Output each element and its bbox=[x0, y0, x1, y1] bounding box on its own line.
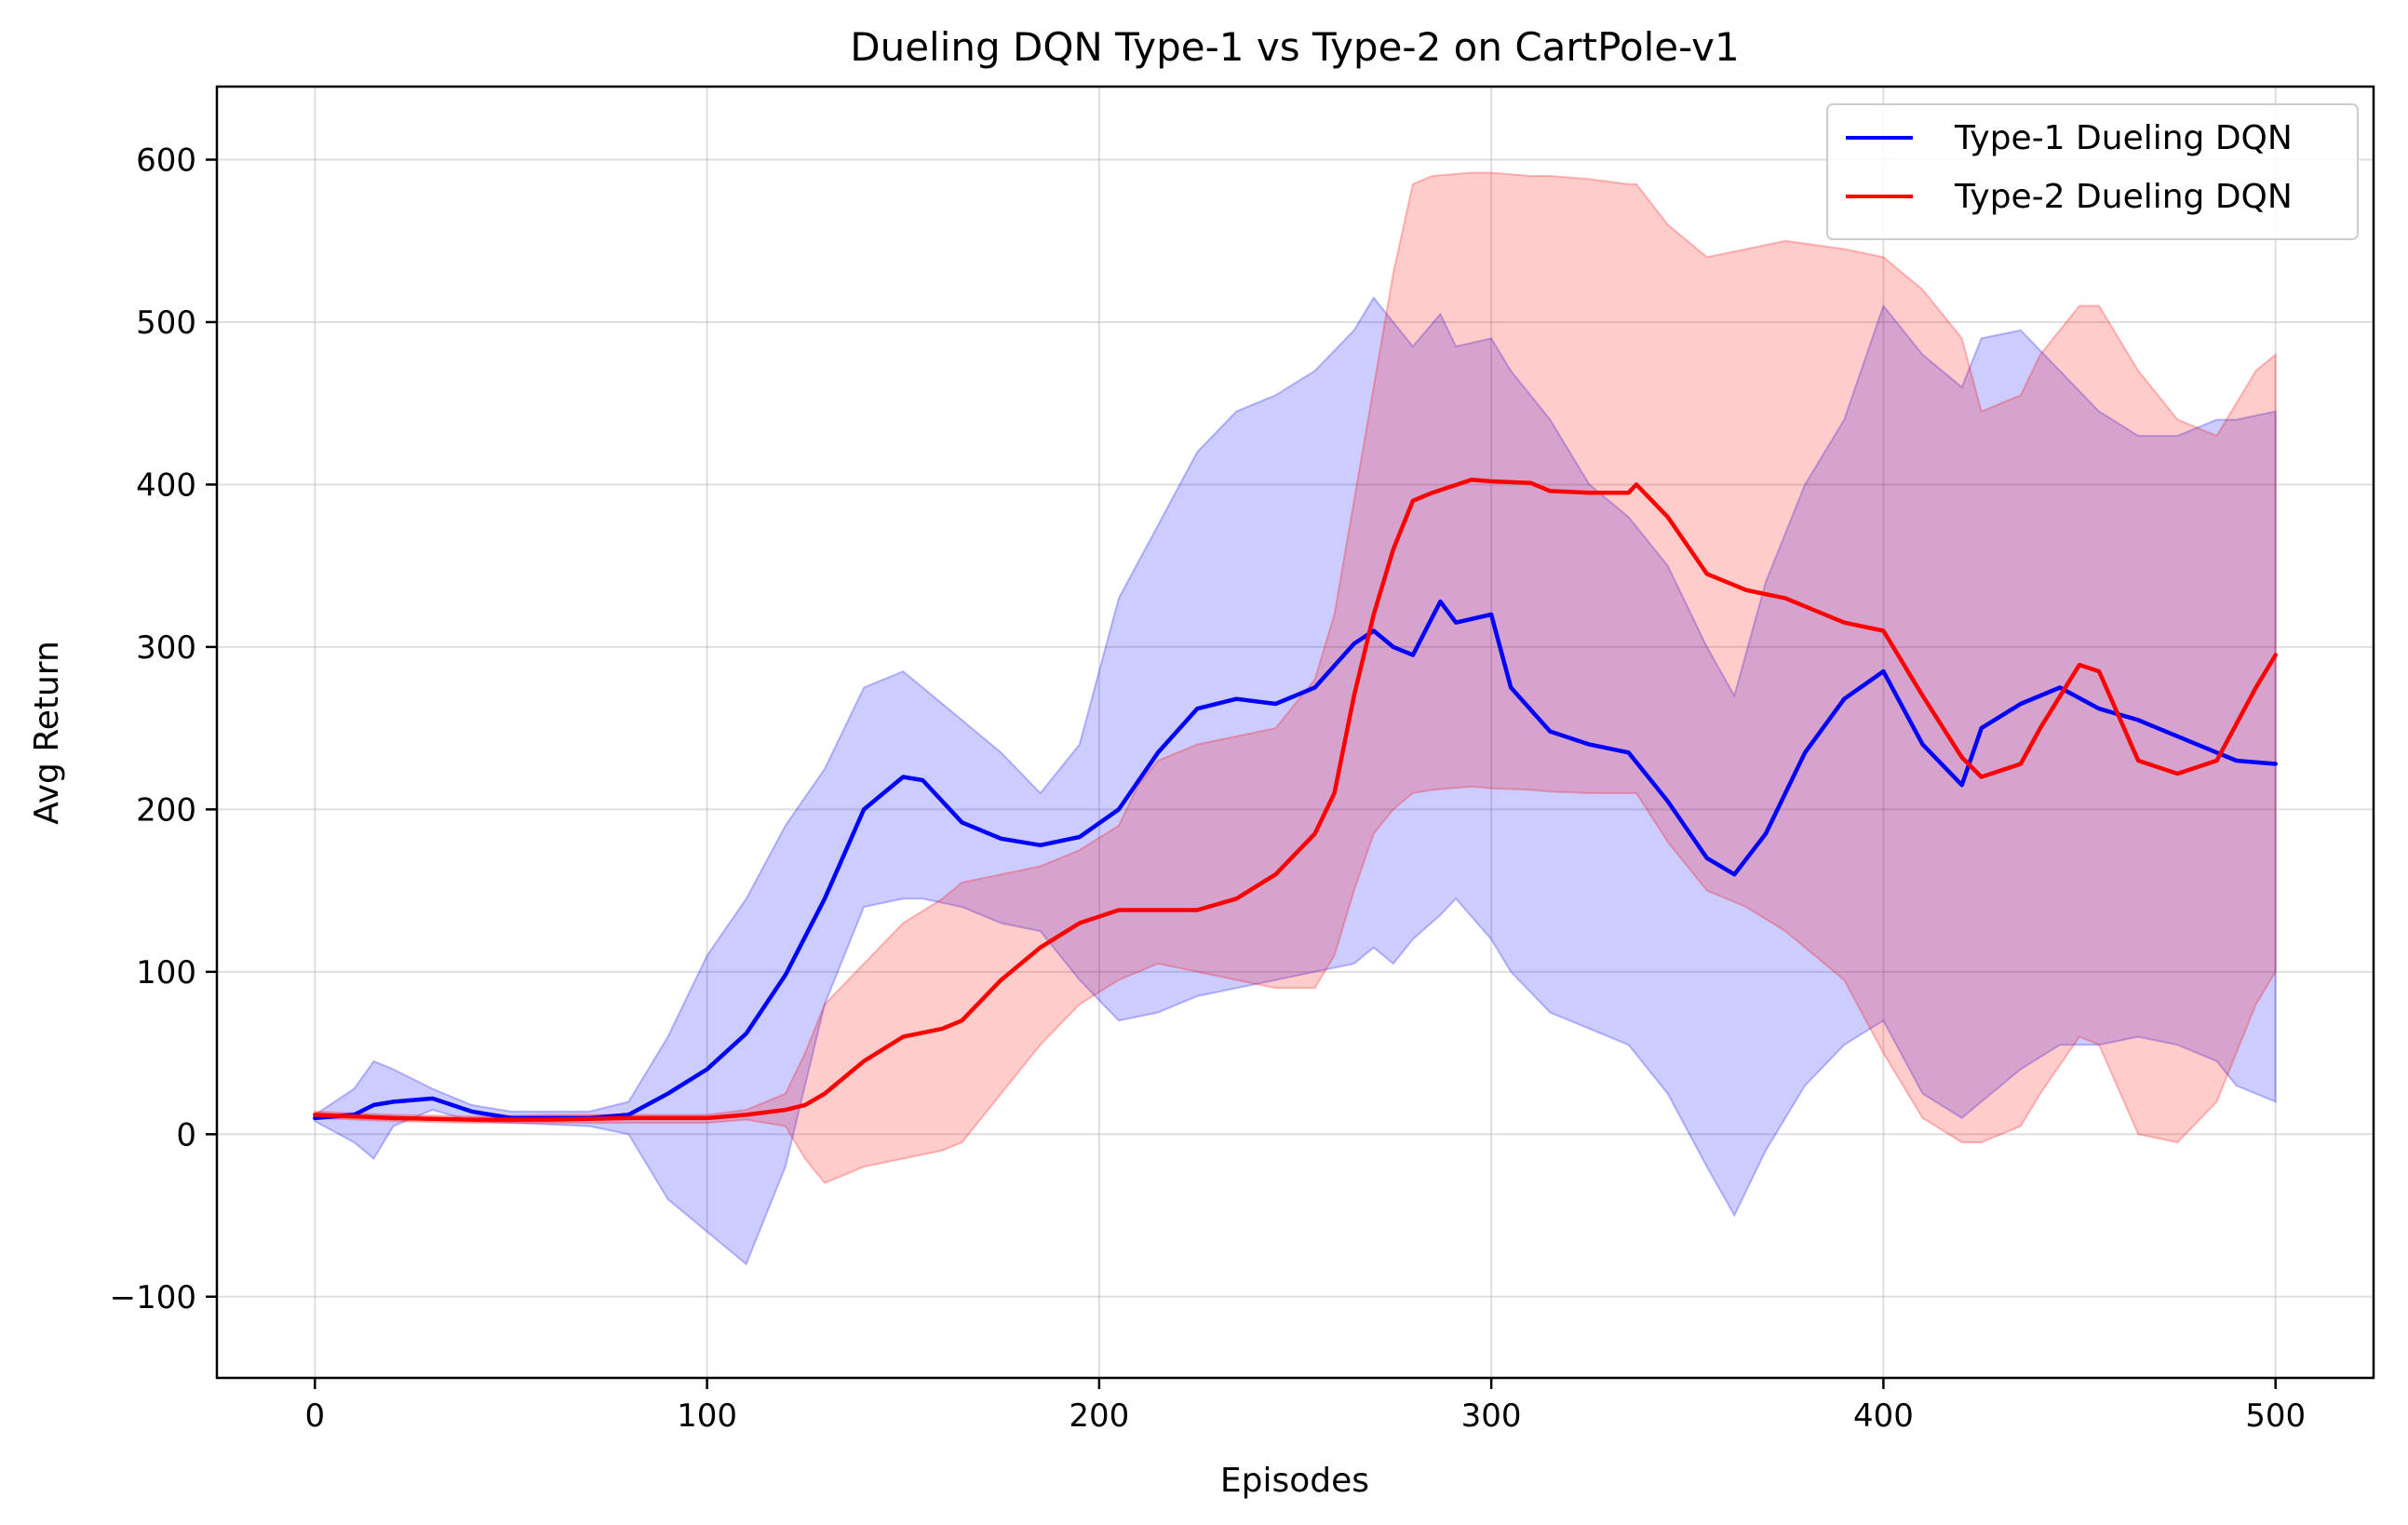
y-tick-label: 300 bbox=[136, 629, 196, 667]
x-tick-label: 100 bbox=[677, 1397, 737, 1435]
plot-frame bbox=[215, 85, 2375, 1380]
y-tick-label: 600 bbox=[136, 142, 196, 180]
x-tick-label: 300 bbox=[1461, 1397, 1522, 1435]
y-tick-label: −100 bbox=[110, 1279, 196, 1316]
y-tick-label: 100 bbox=[136, 954, 196, 992]
legend-label-type-2: Type-2 Dueling DQN bbox=[1954, 178, 2293, 216]
line-series-2 bbox=[313, 477, 2278, 1122]
chart-title: Dueling DQN Type-1 vs Type-2 on CartPole… bbox=[850, 24, 1740, 70]
legend-label-type-1: Type-1 Dueling DQN bbox=[1954, 119, 2293, 157]
y-axis-title: Avg Return bbox=[28, 641, 66, 825]
y-tick-label: 200 bbox=[136, 791, 196, 829]
grid bbox=[217, 87, 2374, 1378]
y-tick-label: 500 bbox=[136, 304, 196, 342]
x-axis: 0 100 200 300 400 500 bbox=[304, 1378, 2306, 1435]
y-axis: −100 0 100 200 300 400 500 600 bbox=[110, 142, 217, 1316]
x-tick-label: 200 bbox=[1069, 1397, 1129, 1435]
x-tick-label: 400 bbox=[1853, 1397, 1914, 1435]
legend: Type-1 Dueling DQN Type-2 Dueling DQN bbox=[1826, 103, 2359, 240]
legend-box bbox=[1826, 103, 2359, 240]
band-series-1 bbox=[314, 296, 2277, 1266]
line-series-1 bbox=[313, 599, 2278, 1121]
x-tick-label: 500 bbox=[2245, 1397, 2306, 1435]
y-tick-label: 0 bbox=[176, 1116, 196, 1154]
y-tick-label: 400 bbox=[136, 466, 196, 504]
confidence-bands bbox=[314, 171, 2277, 1266]
band-series-2 bbox=[314, 171, 2277, 1184]
series-lines bbox=[313, 477, 2278, 1122]
x-axis-title: Episodes bbox=[1220, 1462, 1369, 1500]
x-tick-label: 0 bbox=[304, 1397, 325, 1435]
